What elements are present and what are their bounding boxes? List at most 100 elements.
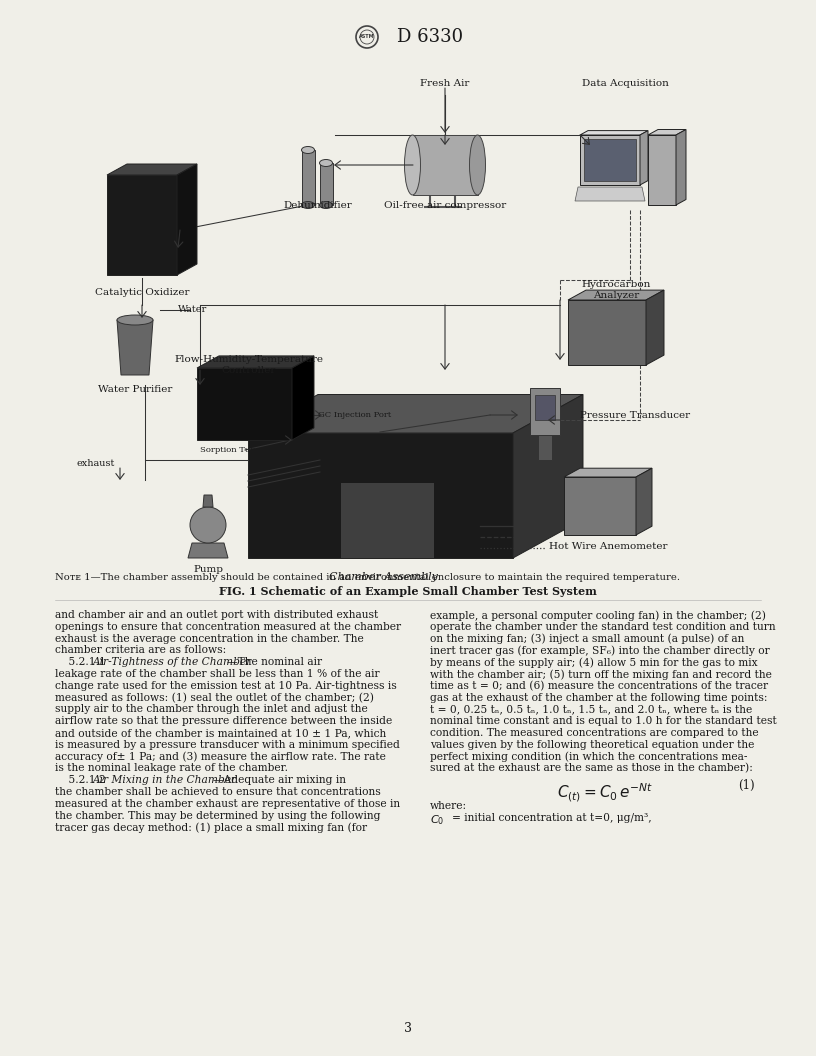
- Text: the chamber. This may be determined by using the following: the chamber. This may be determined by u…: [55, 811, 380, 821]
- Text: Hydrocarbon
Analyzer: Hydrocarbon Analyzer: [581, 280, 650, 300]
- Polygon shape: [580, 131, 648, 135]
- Text: ASTM: ASTM: [359, 34, 375, 38]
- Polygon shape: [564, 468, 652, 477]
- Polygon shape: [292, 356, 314, 440]
- Polygon shape: [188, 543, 228, 558]
- Ellipse shape: [117, 315, 153, 325]
- Text: leakage rate of the chamber shall be less than 1 % of the air: leakage rate of the chamber shall be les…: [55, 670, 379, 679]
- Text: Oil-free air compressor: Oil-free air compressor: [384, 201, 506, 210]
- Polygon shape: [117, 320, 153, 375]
- Text: Water Purifier: Water Purifier: [98, 385, 172, 394]
- Text: Water: Water: [178, 305, 207, 315]
- Text: exhaust is the average concentration in the chamber. The: exhaust is the average concentration in …: [55, 634, 364, 643]
- Polygon shape: [197, 367, 292, 440]
- Text: where:: where:: [430, 802, 467, 811]
- Text: Air: Air: [459, 522, 475, 530]
- Polygon shape: [107, 164, 197, 175]
- Text: —Adequate air mixing in: —Adequate air mixing in: [213, 775, 346, 786]
- Text: operate the chamber under the standard test condition and turn: operate the chamber under the standard t…: [430, 622, 776, 631]
- Text: is measured by a pressure transducer with a minimum specified: is measured by a pressure transducer wit…: [55, 740, 400, 750]
- Polygon shape: [648, 135, 676, 205]
- Polygon shape: [301, 150, 314, 205]
- Text: Pressure Transducer: Pressure Transducer: [580, 411, 690, 419]
- Text: sured at the exhaust are the same as those in the chamber):: sured at the exhaust are the same as tho…: [430, 763, 753, 774]
- Polygon shape: [341, 483, 433, 558]
- Text: the chamber shall be achieved to ensure that concentrations: the chamber shall be achieved to ensure …: [55, 787, 381, 797]
- Text: accuracy of± 1 Pa; and (3) measure the airflow rate. The rate: accuracy of± 1 Pa; and (3) measure the a…: [55, 752, 386, 762]
- Text: Air Mixing in the Chamber: Air Mixing in the Chamber: [93, 775, 237, 786]
- Polygon shape: [535, 395, 555, 420]
- Text: inert tracer gas (for example, SF₆) into the chamber directly or: inert tracer gas (for example, SF₆) into…: [430, 645, 769, 656]
- Text: chamber criteria are as follows:: chamber criteria are as follows:: [55, 645, 226, 656]
- Text: FIG. 1 Schematic of an Example Small Chamber Test System: FIG. 1 Schematic of an Example Small Cha…: [219, 586, 597, 597]
- Text: openings to ensure that concentration measured at the chamber: openings to ensure that concentration me…: [55, 622, 401, 631]
- Polygon shape: [413, 135, 477, 195]
- Text: Chamber Assembly: Chamber Assembly: [329, 572, 437, 582]
- Polygon shape: [320, 163, 332, 205]
- Ellipse shape: [320, 202, 332, 208]
- Text: change rate used for the emission test at 10 Pa. Air-tightness is: change rate used for the emission test a…: [55, 681, 397, 691]
- Text: Catalytic Oxidizer: Catalytic Oxidizer: [95, 288, 189, 297]
- Ellipse shape: [320, 159, 332, 167]
- Polygon shape: [107, 175, 177, 275]
- Polygon shape: [636, 468, 652, 535]
- Text: D 6330: D 6330: [397, 29, 463, 46]
- Text: Fresh Air: Fresh Air: [420, 79, 470, 88]
- Text: perfect mixing condition (in which the concentrations mea-: perfect mixing condition (in which the c…: [430, 752, 747, 762]
- Text: by means of the supply air; (4) allow 5 min for the gas to mix: by means of the supply air; (4) allow 5 …: [430, 657, 757, 667]
- Text: Flow-Humidity-Temperature
Controller: Flow-Humidity-Temperature Controller: [174, 355, 323, 375]
- Text: time as t = 0; and (6) measure the concentrations of the tracer: time as t = 0; and (6) measure the conce…: [430, 681, 768, 691]
- Text: 5.2.1.2: 5.2.1.2: [55, 775, 109, 786]
- Text: values given by the following theoretical equation under the: values given by the following theoretica…: [430, 740, 754, 750]
- Polygon shape: [640, 131, 648, 185]
- Ellipse shape: [469, 135, 486, 195]
- Ellipse shape: [301, 147, 314, 153]
- Polygon shape: [203, 495, 213, 507]
- Text: Water: Water: [444, 544, 475, 552]
- Polygon shape: [646, 290, 664, 365]
- Text: Signal: Signal: [441, 532, 475, 542]
- Text: 3: 3: [404, 1021, 412, 1035]
- Text: Dehumidifier: Dehumidifier: [284, 201, 353, 210]
- Text: and chamber air and an outlet port with distributed exhaust: and chamber air and an outlet port with …: [55, 610, 379, 620]
- Ellipse shape: [301, 202, 314, 208]
- Text: exhaust: exhaust: [77, 458, 115, 468]
- Text: nominal time constant and is equal to 1.0 h for the standard test: nominal time constant and is equal to 1.…: [430, 716, 777, 727]
- Polygon shape: [197, 356, 314, 367]
- Text: 5.2.1.1: 5.2.1.1: [55, 657, 109, 667]
- Text: —The nominal air: —The nominal air: [227, 657, 322, 667]
- Text: = initial concentration at t=0, μg/m³,: = initial concentration at t=0, μg/m³,: [452, 813, 652, 823]
- Polygon shape: [564, 477, 636, 535]
- Text: $C_{(t)} = C_0 \, e^{-Nt}$: $C_{(t)} = C_0 \, e^{-Nt}$: [557, 781, 654, 804]
- Text: measured as follows: (1) seal the outlet of the chamber; (2): measured as follows: (1) seal the outlet…: [55, 693, 374, 703]
- Polygon shape: [248, 433, 513, 558]
- Text: $C_0$: $C_0$: [430, 813, 445, 827]
- Text: airflow rate so that the pressure difference between the inside: airflow rate so that the pressure differ…: [55, 716, 392, 727]
- Text: with the chamber air; (5) turn off the mixing fan and record the: with the chamber air; (5) turn off the m…: [430, 670, 772, 680]
- Text: Sorption Tube: Sorption Tube: [200, 446, 260, 454]
- Text: tracer gas decay method: (1) place a small mixing fan (for: tracer gas decay method: (1) place a sma…: [55, 823, 367, 833]
- Text: Data Acquisition: Data Acquisition: [582, 79, 668, 88]
- Polygon shape: [575, 187, 645, 201]
- Polygon shape: [513, 395, 583, 558]
- Text: measured at the chamber exhaust are representative of those in: measured at the chamber exhaust are repr…: [55, 798, 400, 809]
- Ellipse shape: [405, 135, 420, 195]
- Text: condition. The measured concentrations are compared to the: condition. The measured concentrations a…: [430, 728, 759, 738]
- Polygon shape: [584, 139, 636, 181]
- Text: (1): (1): [738, 779, 755, 792]
- Text: on the mixing fan; (3) inject a small amount (a pulse) of an: on the mixing fan; (3) inject a small am…: [430, 634, 744, 644]
- Polygon shape: [568, 300, 646, 365]
- Text: is the nominal leakage rate of the chamber.: is the nominal leakage rate of the chamb…: [55, 763, 288, 773]
- Polygon shape: [580, 135, 640, 185]
- Polygon shape: [568, 290, 664, 300]
- Text: and outside of the chamber is maintained at 10 ± 1 Pa, which: and outside of the chamber is maintained…: [55, 728, 386, 738]
- Polygon shape: [538, 435, 552, 460]
- Text: example, a personal computer cooling fan) in the chamber; (2): example, a personal computer cooling fan…: [430, 610, 766, 621]
- Polygon shape: [676, 130, 686, 205]
- Text: Air-Tightness of the Chamber: Air-Tightness of the Chamber: [93, 657, 252, 667]
- Text: Nᴏᴛᴇ 1—The chamber assembly should be contained in an environmental enclosure to: Nᴏᴛᴇ 1—The chamber assembly should be co…: [55, 573, 680, 582]
- Polygon shape: [530, 388, 560, 435]
- Text: t = 0, 0.25 tₙ, 0.5 tₙ, 1.0 tₙ, 1.5 tₙ, and 2.0 tₙ, where tₙ is the: t = 0, 0.25 tₙ, 0.5 tₙ, 1.0 tₙ, 1.5 tₙ, …: [430, 704, 752, 715]
- Text: supply air to the chamber through the inlet and adjust the: supply air to the chamber through the in…: [55, 704, 368, 715]
- Circle shape: [190, 507, 226, 543]
